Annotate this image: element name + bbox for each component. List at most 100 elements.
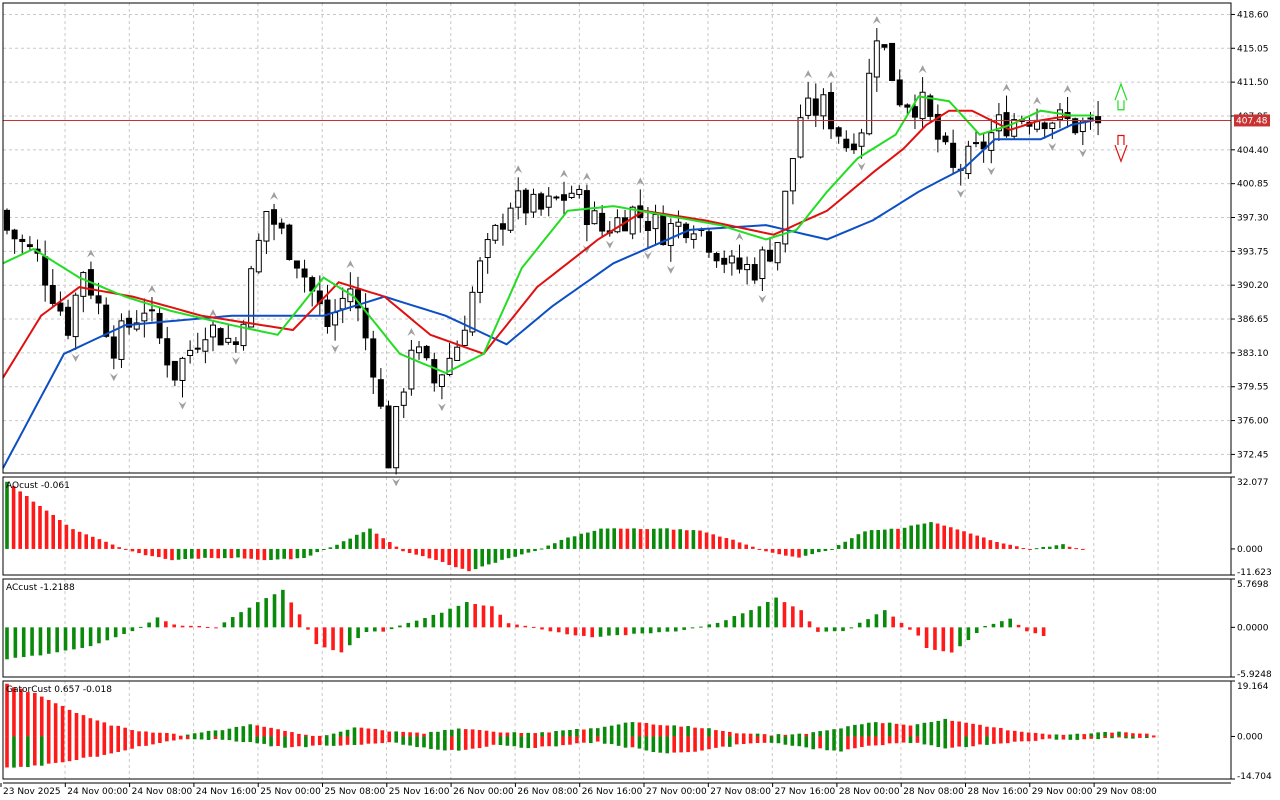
gator-upper-bar <box>623 722 628 737</box>
ac-pane[interactable]: ACcust -1.2188 <box>5 583 1046 660</box>
y-tick-label: -11.623 <box>1237 568 1272 578</box>
gator-lower-bar <box>1012 736 1017 742</box>
gator-lower-bar <box>39 736 44 766</box>
gator-upper-bar <box>568 729 572 737</box>
histogram-bar-up <box>295 548 300 559</box>
histogram-bar-up <box>841 627 845 632</box>
histogram-bar-down <box>421 548 425 557</box>
bull-candle <box>759 249 766 280</box>
histogram-bar-down <box>297 614 302 628</box>
gator-lower-bar <box>304 736 308 748</box>
gator-lower-bar <box>1068 736 1073 740</box>
gator-upper-bar <box>908 725 913 737</box>
gator-lower-bar <box>297 736 301 747</box>
gator-upper-bar <box>88 718 93 737</box>
bear-candle <box>560 194 567 201</box>
histogram-bar-up <box>823 548 828 552</box>
gator-upper-bar <box>1054 734 1059 737</box>
histogram-bar-up <box>657 627 661 633</box>
histogram-bar-down <box>1067 546 1072 549</box>
gator-lower-bar <box>262 736 266 744</box>
histogram-bar-down <box>256 548 260 560</box>
histogram-bar-down <box>197 625 202 628</box>
gator-lower-bar <box>547 736 551 747</box>
bull-candle <box>416 346 423 354</box>
bull-candle <box>919 91 926 120</box>
y-tick-label: 376.00 <box>1237 417 1269 427</box>
bull-candle <box>332 312 339 326</box>
gator-lower-bar <box>644 736 649 751</box>
gator-lower-bar <box>589 736 593 744</box>
gator-lower-bar <box>33 736 37 766</box>
gator-upper-bar <box>867 722 871 737</box>
bull-candle <box>148 309 155 312</box>
gator-lower-bar <box>338 736 343 746</box>
bear-candle <box>767 249 773 262</box>
histogram-bar-up <box>398 625 402 628</box>
fractal-down-arrow <box>956 189 965 198</box>
histogram-bar-up <box>929 522 933 549</box>
gator-lower-bar <box>394 736 398 743</box>
gator-lower-bar <box>67 736 72 762</box>
histogram-bar-down <box>1008 544 1012 549</box>
histogram-bar-up <box>364 627 369 633</box>
histogram-bar-down <box>506 623 511 628</box>
histogram-bar-down <box>25 495 29 549</box>
histogram-bar-down <box>933 627 937 650</box>
histogram-bar-up <box>355 534 359 549</box>
bear-candle <box>57 302 64 312</box>
ao-pane[interactable]: AOcust -0.061 <box>5 481 1085 572</box>
gator-upper-bar <box>74 712 79 737</box>
gator-upper-bar <box>1110 732 1114 737</box>
gator-upper-bar <box>873 722 878 737</box>
histogram-bar-up <box>1061 544 1065 549</box>
histogram-bar-up <box>889 528 894 549</box>
gator-upper-bar <box>992 727 996 737</box>
histogram-bar-up <box>322 548 326 550</box>
gator-lower-bar <box>505 736 510 746</box>
gator-upper-bar <box>116 725 120 737</box>
gator-lower-bar <box>429 736 433 750</box>
histogram-bar-down <box>11 486 16 549</box>
histogram-bar-down <box>540 627 544 630</box>
gator-lower-bar <box>609 736 614 745</box>
gator-pane[interactable]: GatorCust 0.657 -0.018 <box>5 683 1156 768</box>
gator-lower-bar <box>908 736 913 744</box>
histogram-bar-up <box>690 627 695 629</box>
histogram-bar-up <box>5 481 9 549</box>
histogram-bar-down <box>71 529 75 549</box>
gator-lower-bar <box>929 736 934 746</box>
bear-candle <box>583 190 590 226</box>
gator-upper-bar <box>33 692 37 737</box>
gator-lower-bar <box>623 736 628 748</box>
price-pane[interactable] <box>2 16 1231 487</box>
histogram-bar-up <box>122 627 126 635</box>
histogram-bar-down <box>401 548 405 552</box>
x-tick-label: 24 Nov 16:00 <box>196 787 257 797</box>
histogram-bar-down <box>711 534 715 549</box>
bear-candle <box>171 360 178 381</box>
histogram-bar-down <box>498 614 503 628</box>
gator-upper-bar <box>880 723 885 737</box>
bear-candle <box>950 142 957 168</box>
bull-candle <box>820 94 827 117</box>
gator-lower-bar <box>443 736 447 751</box>
gator-upper-bar <box>776 734 781 737</box>
fractal-down-arrow <box>605 240 614 249</box>
gator-upper-bar <box>5 683 9 737</box>
gator-lower-bar <box>422 736 426 748</box>
histogram-bar-up <box>857 622 862 628</box>
gator-upper-bar <box>894 723 899 737</box>
gator-upper-bar <box>616 724 621 737</box>
histogram-bar-up <box>328 547 333 549</box>
gator-upper-bar <box>95 720 100 737</box>
histogram-bar-down <box>1033 627 1038 634</box>
bear-candle <box>736 257 743 270</box>
bear-candle <box>911 106 918 118</box>
bear-candle <box>156 312 163 339</box>
histogram-bar-down <box>163 548 168 559</box>
histogram-bar-up <box>810 548 814 555</box>
histogram-bar-up <box>598 627 603 637</box>
gator-lower-bar <box>950 736 954 748</box>
